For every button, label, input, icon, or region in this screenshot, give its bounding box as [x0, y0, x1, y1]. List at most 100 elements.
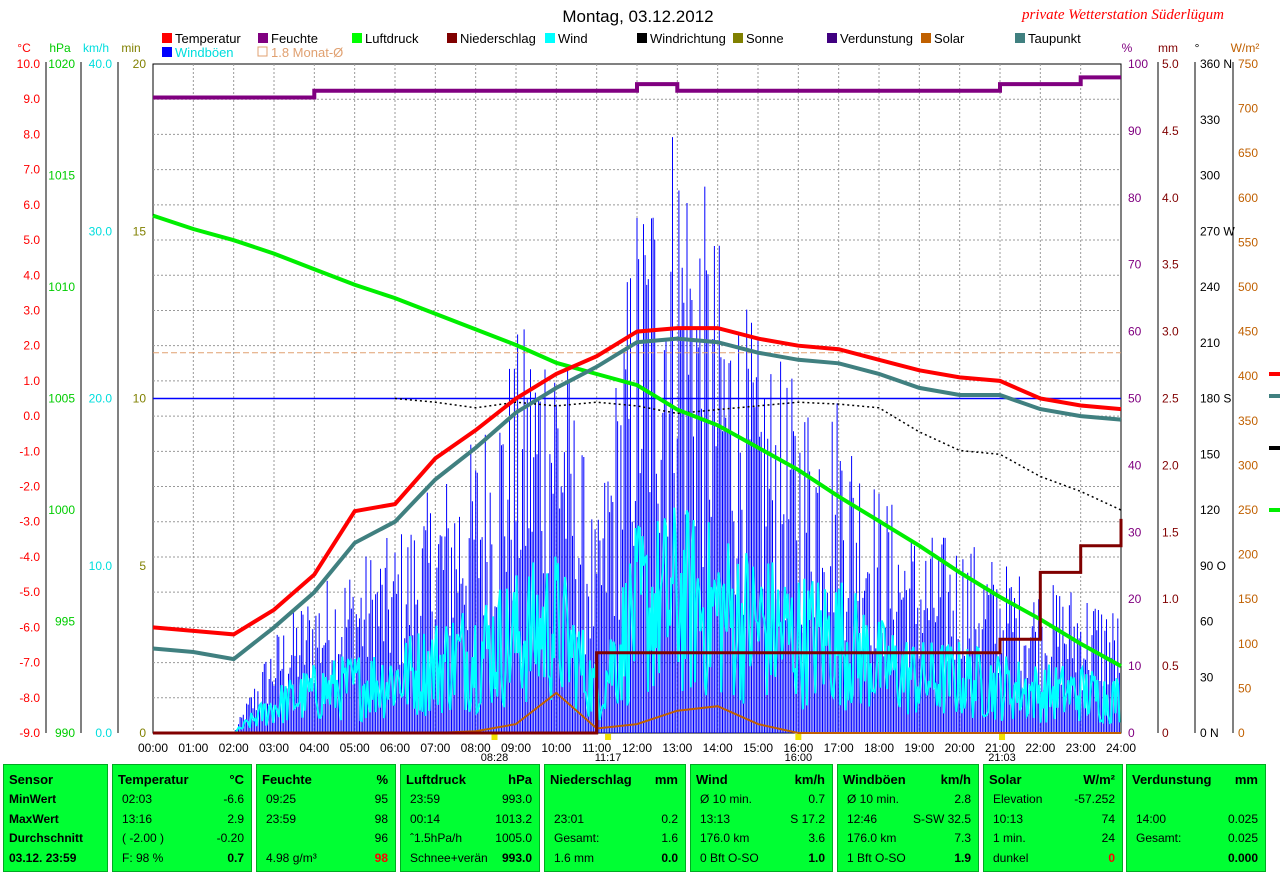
pct-tick-label: 10: [1128, 659, 1142, 673]
x-tick-label: 24:00: [1106, 741, 1136, 755]
table-column-header: Sensor: [9, 772, 54, 787]
x-tick-label: 12:00: [622, 741, 652, 755]
series-end-marker: [1269, 508, 1280, 512]
min-tick-label: 10: [133, 392, 147, 406]
temp-tick-label: -9.0: [19, 726, 40, 740]
table-row-label: MaxWert: [9, 811, 59, 826]
table-column-panel: [837, 764, 979, 872]
kmh-tick-label: 30.0: [89, 224, 113, 238]
table-cell-value: 1005.0: [495, 831, 532, 845]
table-cell-value: 3.6: [808, 831, 825, 845]
kmh-tick-label: 10.0: [89, 559, 113, 573]
table-column-header: Niederschlag: [550, 772, 632, 787]
deg-tick-label: 30: [1200, 670, 1214, 684]
table-cell-info: 10:13: [993, 811, 1024, 826]
pct-tick-label: 50: [1128, 392, 1142, 406]
hpa-tick-label: 1010: [48, 280, 75, 294]
table-row-label: Durchschnitt: [9, 831, 84, 845]
temp-tick-label: -3.0: [19, 515, 40, 529]
legend-swatch: [258, 33, 268, 43]
mm-tick-label: 1.5: [1162, 525, 1179, 539]
table-cell-info: ˆ1.5hPa/h: [410, 831, 463, 845]
mm-tick-label: 1.0: [1162, 592, 1179, 606]
table-column-panel: [1126, 764, 1266, 872]
temp-tick-label: 8.0: [23, 127, 40, 141]
left-unit-label: km/h: [83, 41, 109, 55]
pct-tick-label: 100: [1128, 57, 1148, 71]
table-column-header: Temperatur: [118, 772, 189, 787]
left-unit-label: min: [121, 41, 140, 55]
deg-tick-label: 60: [1200, 615, 1214, 629]
table-cell-value: 0.025: [1227, 811, 1258, 826]
wm2-tick-label: 450: [1238, 325, 1258, 339]
table-column-header: Verdunstung: [1132, 772, 1212, 787]
legend-swatch: [352, 33, 362, 43]
table-cell-info: 0 Bft O-SO: [700, 850, 759, 865]
wm2-tick-label: 50: [1238, 681, 1252, 695]
hpa-tick-label: 995: [55, 615, 75, 629]
legend-swatch: [921, 33, 931, 43]
x-tick-label: 07:00: [420, 741, 450, 755]
table-cell-info: 176.0 km: [700, 831, 750, 845]
series-end-marker: [1269, 446, 1280, 450]
table-column-header: Windböen: [843, 772, 906, 787]
mm-tick-label: 2.0: [1162, 458, 1179, 472]
table-cell-value: 98: [374, 811, 388, 826]
time-marker-label: 16:00: [785, 752, 813, 762]
table-cell-info: 09:25: [266, 792, 297, 806]
legend-label: Temperatur: [175, 31, 241, 46]
kmh-tick-label: 0.0: [95, 726, 112, 740]
min-tick-label: 20: [133, 57, 147, 71]
kmh-tick-label: 20.0: [89, 392, 113, 406]
hpa-tick-label: 1015: [48, 169, 75, 183]
wm2-tick-label: 700: [1238, 102, 1258, 116]
x-tick-label: 20:00: [945, 741, 975, 755]
wm2-tick-label: 650: [1238, 146, 1258, 160]
wm2-tick-label: 500: [1238, 280, 1258, 294]
table-cell-value: -0.20: [216, 831, 244, 845]
deg-tick-label: 180 S: [1200, 392, 1231, 406]
x-tick-label: 16:00: [783, 741, 813, 755]
deg-tick-label: 300: [1200, 169, 1220, 183]
legend-swatch: [257, 46, 268, 57]
precipitation-series: [153, 518, 1123, 735]
pressure-series: [152, 213, 1122, 668]
temp-tick-label: -4.0: [19, 550, 40, 564]
time-marker-label: 08:28: [481, 752, 509, 762]
pct-tick-label: 90: [1128, 124, 1142, 138]
table-cell-value: -6.6: [223, 792, 244, 806]
table-cell-info: dunkel: [993, 850, 1029, 865]
table-cell-info: 13:16: [122, 811, 153, 826]
table-cell-info: Ø 10 min.: [847, 792, 900, 806]
table-column-panel: [112, 764, 252, 872]
table-column-unit: mm: [1234, 772, 1258, 787]
wm2-tick-label: 350: [1238, 414, 1258, 428]
x-tick-label: 23:00: [1066, 741, 1096, 755]
temp-tick-label: -1.0: [19, 444, 40, 458]
x-tick-label: 10:00: [541, 741, 571, 755]
temp-tick-label: 2.0: [23, 339, 40, 353]
mm-tick-label: 3.5: [1162, 258, 1179, 272]
wm2-tick-label: 200: [1238, 548, 1258, 562]
min-tick-label: 5: [139, 559, 146, 573]
min-tick-label: 15: [133, 224, 147, 238]
x-tick-label: 13:00: [662, 741, 692, 755]
wind-series: [153, 507, 1121, 734]
mm-tick-label: 4.5: [1162, 124, 1179, 138]
table-cell-info: 23:59: [410, 792, 441, 806]
weather-chart: 10.0 9.0 8.0 7.0 6.0 5.0 4.0 3.0 2.0 1.0 0.0 -1.0 -2…: [17, 7, 1280, 762]
table-column-unit: mm: [654, 772, 678, 787]
table-column-header: Luftdruck: [406, 772, 466, 787]
temp-tick-label: 3.0: [23, 303, 40, 317]
table-cell-info: F: 98 %: [122, 850, 164, 865]
x-tick-label: 11:00: [582, 741, 611, 755]
time-marker-label: 11:17: [595, 752, 622, 762]
table-column-unit: hPa: [508, 772, 532, 787]
table-cell-value: 0.2: [661, 811, 678, 826]
deg-tick-label: 120: [1200, 503, 1220, 517]
chart-axes: 10.0 9.0 8.0 7.0 6.0 5.0 4.0 3.0 2.0 1.0 0.0 -1.0 -2…: [17, 41, 1280, 762]
table-column-panel: [400, 764, 540, 872]
table-column-unit: km/h: [940, 772, 971, 787]
hpa-tick-label: 1005: [48, 392, 75, 406]
x-tick-label: 03:00: [259, 741, 289, 755]
